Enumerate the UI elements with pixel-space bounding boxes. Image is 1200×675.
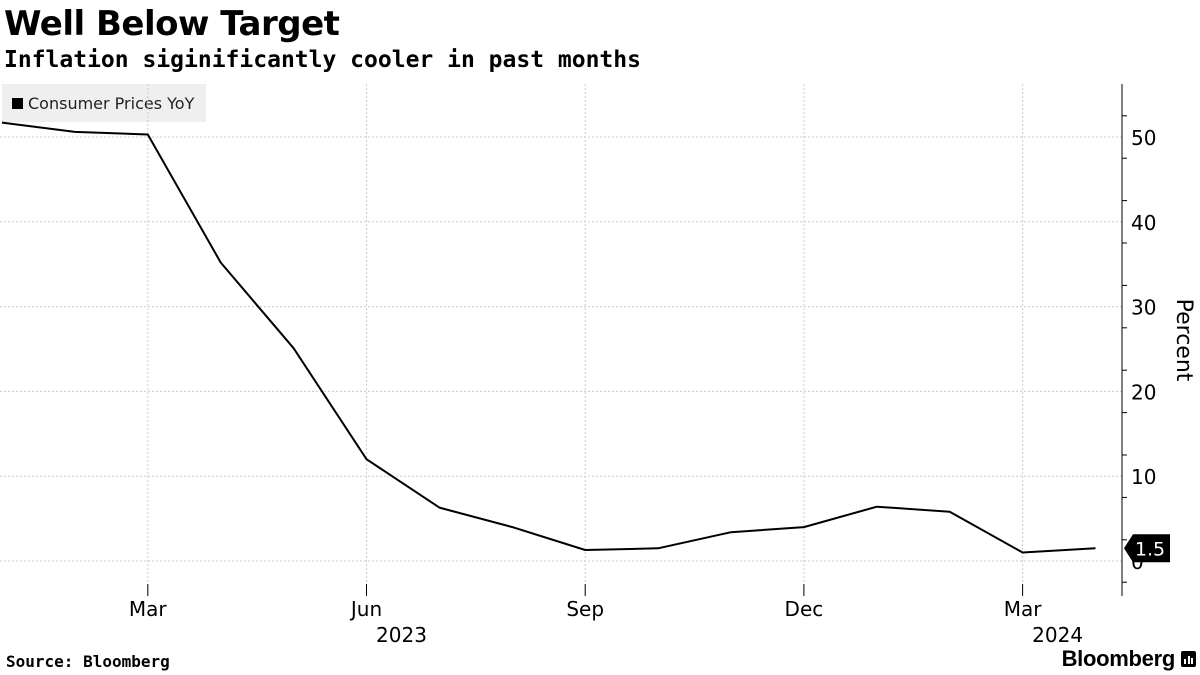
y-tick-label: 50: [1131, 126, 1156, 150]
x-year-label: 2024: [1032, 623, 1083, 647]
brand-logo: Bloomberg: [1062, 646, 1196, 672]
x-tick-label: Sep: [566, 597, 604, 621]
grid: [0, 84, 1122, 596]
legend-swatch: [12, 97, 23, 109]
series-line-consumer-prices-yoy: [1, 121, 1096, 554]
y-tick-label: 30: [1131, 296, 1156, 320]
y-tick-label: 40: [1131, 211, 1156, 235]
y-axis-label: Percent: [1171, 299, 1196, 382]
chart-subtitle: Inflation siginificantly cooler in past …: [4, 47, 641, 73]
y-axis: 01020304050: [1121, 84, 1156, 596]
series: [1, 121, 1096, 554]
y-tick-label: 20: [1131, 380, 1156, 404]
last-value-label: 1.5: [1124, 534, 1170, 563]
last-value-flag: [1124, 534, 1170, 563]
x-tick-label: Jun: [349, 597, 382, 621]
last-value-text: 1.5: [1135, 538, 1165, 560]
x-tick-label: Mar: [1004, 597, 1043, 621]
brand-name: Bloomberg: [1061, 646, 1176, 671]
x-axis: Mar Jun Sep Dec Mar 2023 2024: [129, 584, 1083, 647]
y-tick-label: 10: [1131, 465, 1156, 489]
source-note: Source: Bloomberg: [6, 652, 170, 671]
x-tick-label: Mar: [129, 597, 168, 621]
x-tick-label: Dec: [785, 597, 824, 621]
bloomberg-terminal-icon: [1181, 651, 1196, 667]
legend: Consumer Prices YoY: [2, 84, 207, 122]
x-year-label: 2023: [376, 623, 427, 647]
legend-label: Consumer Prices YoY: [28, 93, 195, 113]
chart-title: Well Below Target: [4, 4, 340, 44]
